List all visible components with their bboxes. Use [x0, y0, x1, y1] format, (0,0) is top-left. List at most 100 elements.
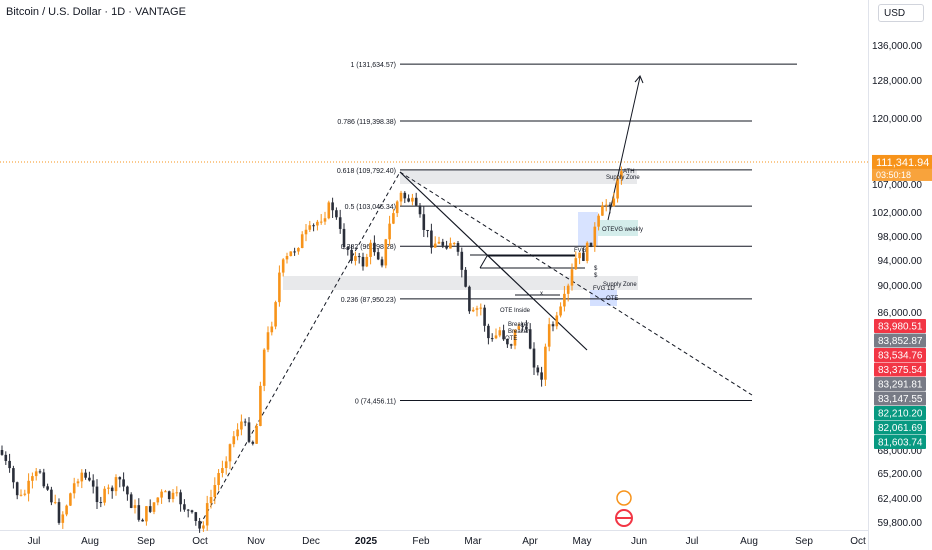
price-tick-label: 62,400.00	[878, 494, 923, 505]
candle-body	[88, 477, 91, 481]
candle-body	[12, 468, 15, 483]
price-tag-gray	[874, 391, 926, 406]
candle-body	[91, 480, 95, 487]
time-tick-label: Sep	[137, 536, 155, 547]
candle-body	[483, 307, 486, 326]
candle-body	[502, 330, 505, 340]
candle-body	[441, 241, 445, 246]
candle-body	[38, 471, 42, 473]
time-tick-label: Jul	[686, 536, 699, 547]
candle-body	[152, 502, 156, 512]
candle-body	[297, 248, 300, 252]
candle-body	[209, 496, 213, 504]
candle-body	[414, 197, 418, 206]
candle-body	[194, 512, 198, 521]
price-axis: 136,000.00 128,000.00 120,000.00 107,000.00…	[872, 41, 922, 529]
candle-body	[316, 221, 319, 226]
candle-body	[376, 252, 380, 260]
time-tick-label: Mar	[464, 536, 482, 547]
candle-body	[536, 367, 540, 373]
candle-body	[513, 329, 517, 346]
candle-body	[285, 256, 289, 260]
price-tag-label: 83,147.55	[878, 394, 923, 405]
price-tag-label: 82,210.20	[878, 409, 923, 420]
candle-body	[259, 385, 262, 426]
supply-zone-top	[400, 170, 637, 184]
chart-annotation: FVG	[574, 248, 587, 254]
candle-body	[612, 198, 616, 207]
candle-body	[251, 441, 255, 444]
candle-body	[338, 217, 342, 229]
candle-body	[528, 329, 532, 349]
candle-body	[84, 472, 87, 478]
candle-body	[171, 492, 175, 500]
candle-body	[103, 488, 106, 503]
chart-annotation: Inside	[514, 308, 531, 314]
chart-annotation: Supply Zone	[603, 282, 637, 288]
candle-body	[551, 324, 555, 327]
candle-body	[312, 225, 315, 227]
candle-body	[221, 468, 224, 474]
time-tick-label: Jun	[631, 536, 647, 547]
candle-body	[593, 226, 597, 247]
currency-selector[interactable]: USD	[878, 4, 924, 22]
candle-body	[517, 326, 521, 330]
candle-body	[0, 450, 4, 455]
candle-body	[205, 503, 209, 526]
countdown-tag	[872, 168, 932, 181]
candle-body	[148, 506, 152, 512]
candle-body	[525, 326, 528, 330]
candle-body	[167, 491, 171, 500]
time-tick-label: 2025	[355, 536, 378, 547]
candle-body	[555, 315, 559, 327]
candle-body	[202, 525, 205, 529]
candle-body	[354, 256, 357, 261]
candle-body	[430, 230, 433, 248]
candle-body	[540, 372, 543, 380]
candle-body	[72, 483, 76, 494]
price-tick-label: 68,000.00	[878, 446, 923, 457]
candle-body	[156, 497, 160, 503]
candle-body	[57, 502, 61, 523]
candle-body	[255, 425, 258, 444]
price-tag-green	[874, 435, 926, 449]
candle-body	[232, 436, 236, 445]
fib-level-label: 0.236 (87,950.23)	[341, 297, 396, 304]
candle-body	[395, 201, 399, 214]
price-tag-label: 81,603.74	[878, 438, 923, 449]
candle-body	[304, 229, 308, 235]
time-tick-label: Dec	[302, 536, 320, 547]
time-tick-label: Oct	[192, 536, 208, 547]
candle-body	[620, 171, 623, 179]
fib-level-label: 0.786 (119,398.38)	[337, 119, 396, 126]
candle-body	[95, 486, 99, 503]
fib-level-label: 0.618 (109,792.40)	[337, 168, 396, 175]
candle-body	[133, 505, 137, 508]
candle-body	[99, 502, 103, 504]
price-tick-label: 59,800.00	[878, 518, 923, 529]
time-tick-label: Nov	[247, 536, 265, 547]
fib-layer: 1 (131,634.57) 0.786 (119,398.38) 0.618 (1…	[0, 62, 868, 406]
chart-annotation: OTE	[505, 336, 517, 342]
chart-annotation: x	[540, 291, 543, 297]
chart-annotation: Breaker	[508, 329, 529, 335]
candle-body	[213, 485, 217, 497]
price-tick-label: 107,000.00	[872, 180, 922, 191]
candle-body	[342, 228, 346, 248]
candle-body	[456, 243, 460, 252]
range-marker	[479, 255, 575, 269]
chart-annotation: $	[594, 273, 598, 279]
candle-body	[247, 422, 251, 442]
candle-body	[137, 505, 141, 520]
candle-body	[236, 429, 239, 437]
candle-body	[411, 197, 414, 202]
candle-body	[27, 480, 30, 494]
candle-body	[262, 349, 266, 386]
price-tag-red	[874, 362, 926, 377]
candle-body	[107, 487, 110, 489]
candle-body	[574, 258, 578, 270]
candle-body	[357, 256, 361, 258]
symbol-title: Bitcoin / U.S. Dollar · 1D · VANTAGE	[6, 6, 186, 18]
